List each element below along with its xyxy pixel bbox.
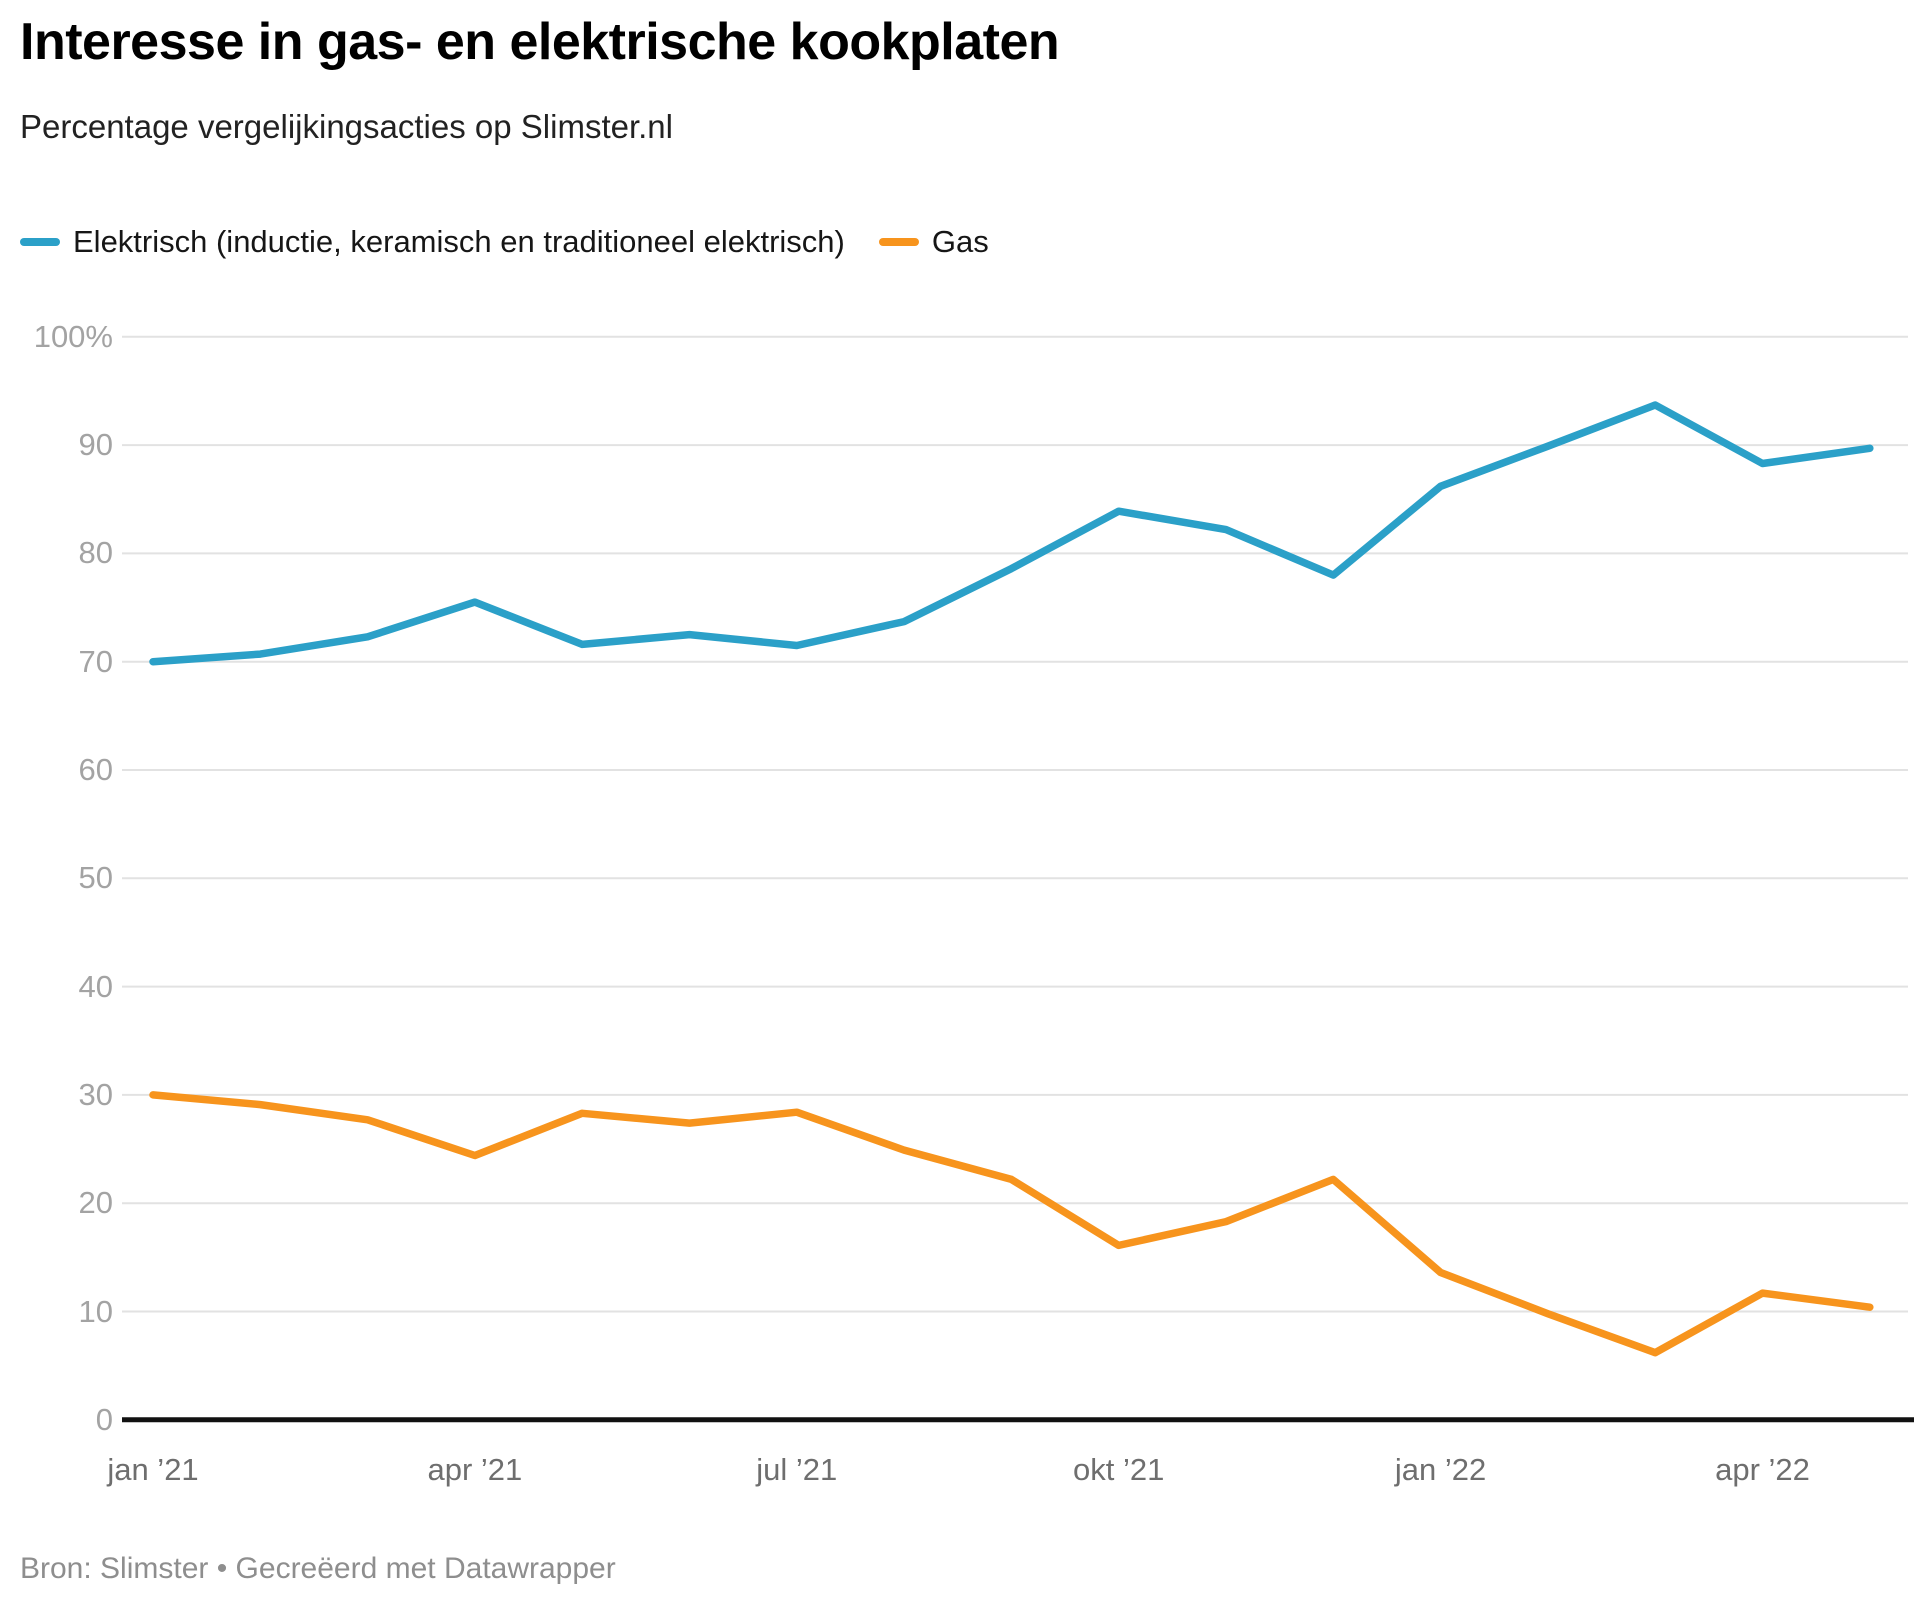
line-elektrisch [149,401,1874,666]
y-axis-tick-50: 50 [78,860,113,896]
legend-swatch-gas [878,238,919,246]
x-axis-tick-4: jan ’22 [1394,1452,1487,1487]
page-title: Interesse in gas- en elektrische kookpla… [20,13,1060,71]
y-axis-tick-80: 80 [78,535,113,571]
y-axis-tick-0: 0 [95,1401,113,1437]
y-axis-tick-10: 10 [78,1293,113,1329]
line-gas [149,1091,1874,1357]
y-axis-tick-60: 60 [78,752,113,787]
legend-item-elektrisch: Elektrisch (inductie, keramisch en tradi… [20,224,845,260]
legend-label-gas: Gas [931,224,989,259]
x-axis-tick-3: okt ’21 [1073,1452,1165,1487]
y-axis-tick-70: 70 [78,643,113,679]
y-axis-tick-40: 40 [78,968,113,1004]
x-axis-tick-0: jan ’21 [107,1452,199,1487]
x-axis-tick-2: jul ’21 [756,1452,838,1487]
legend-item-gas: Gas [878,224,989,260]
legend-swatch-elektrisch [20,238,60,246]
y-axis-tick-20: 20 [78,1185,113,1221]
page-subtitle: Percentage vergelijkingsacties op Slimst… [20,108,673,145]
legend-label-elektrisch: Elektrisch (inductie, keramisch en tradi… [73,224,845,259]
x-axis-tick-5: apr ’22 [1715,1452,1810,1487]
x-axis-tick-1: apr ’21 [427,1452,523,1487]
y-axis-tick-30: 30 [78,1076,113,1112]
y-axis-tick-90: 90 [78,427,113,463]
chart-legend: Elektrisch (inductie, keramisch en tradi… [20,224,989,260]
source-attribution: Bron: Slimster • Gecreëerd met Datawrapp… [20,1552,616,1585]
y-axis-tick-100: 100% [33,318,113,354]
